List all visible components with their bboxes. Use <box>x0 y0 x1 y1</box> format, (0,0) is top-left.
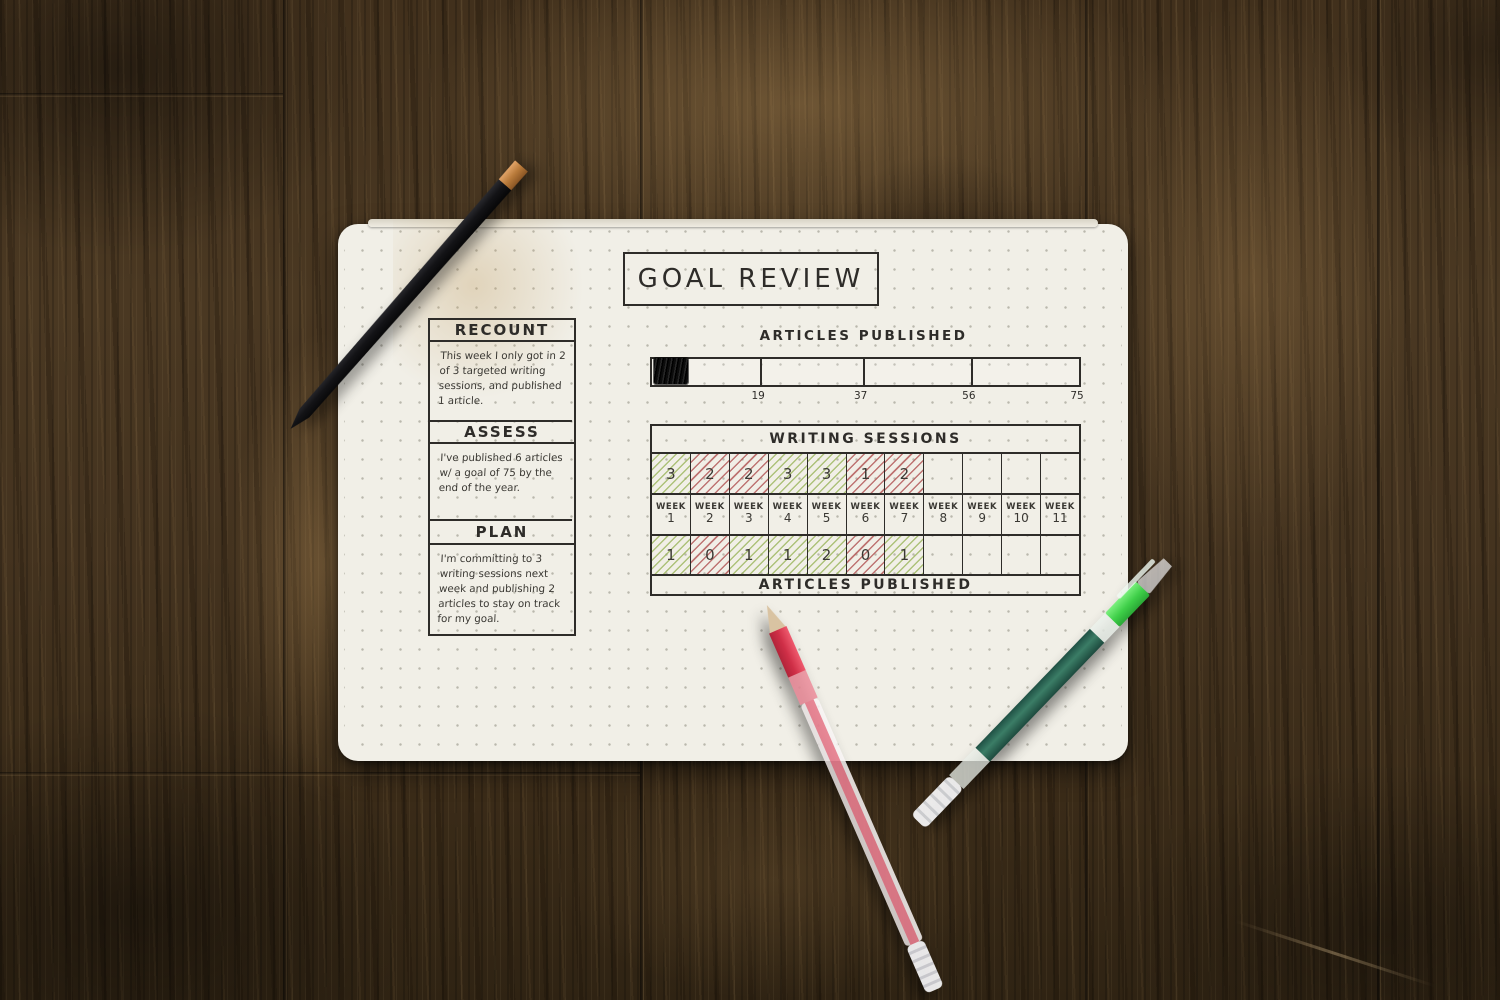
article-cell: 1 <box>729 536 769 574</box>
progress-tick-line <box>970 359 973 385</box>
week-cell: WEEK 5 <box>808 495 847 534</box>
session-cell: 2 <box>690 454 730 493</box>
article-cell: 0 <box>690 536 730 574</box>
week-cell: WEEK 7 <box>885 495 925 534</box>
article-cell <box>1002 536 1042 574</box>
week-cell: WEEK 9 <box>963 495 1003 534</box>
plan-note: I'm committing to 3 writing sessions nex… <box>437 553 561 626</box>
weekly-tracker-table: WRITING SESSIONS 3 2 2 3 3 1 2 WEEK 1 WEE… <box>650 424 1081 596</box>
session-cell <box>963 454 1003 493</box>
session-cell: 3 <box>652 454 691 493</box>
tracker-header: WRITING SESSIONS <box>652 426 1079 454</box>
page-title: GOAL REVIEW <box>637 264 865 294</box>
progress-tick-line <box>760 359 763 385</box>
week-cell: WEEK 6 <box>847 495 886 534</box>
progress-tick-label: 37 <box>853 390 868 402</box>
week-cell: WEEK 11 <box>1045 501 1075 526</box>
session-cell: 2 <box>885 454 925 493</box>
tracker-footer: ARTICLES PUBLISHED <box>758 577 973 593</box>
review-column: RECOUNT This week I only got in 2 of 3 t… <box>427 318 577 636</box>
sessions-row: 3 2 2 3 3 1 2 <box>652 454 1079 495</box>
article-cell <box>1041 536 1079 574</box>
article-cell: 1 <box>652 536 691 574</box>
article-cell: 0 <box>846 536 886 574</box>
plank-seam <box>283 0 287 1000</box>
session-cell: 3 <box>807 454 847 493</box>
progress-tick-line <box>862 359 865 385</box>
week-cell: WEEK 10 <box>1002 495 1042 534</box>
article-cell <box>963 536 1003 574</box>
notebook-page: GOAL REVIEW RECOUNT This week I only got… <box>338 219 1128 761</box>
week-cell: WEEK 8 <box>924 495 964 534</box>
plan-heading: PLAN <box>430 521 574 546</box>
progress-tick-label: 56 <box>962 390 976 402</box>
recount-note: This week I only got in 2 of 3 targeted … <box>427 341 577 422</box>
progress-title: ARTICLES PUBLISHED <box>759 328 968 344</box>
progress-tick-label: 75 <box>1070 390 1084 402</box>
week-cell: WEEK 4 <box>769 495 808 534</box>
progress-bar <box>650 357 1081 387</box>
week-cell: WEEK 1 <box>652 495 691 534</box>
page-stack-edge <box>368 219 1098 227</box>
week-cell: WEEK 3 <box>730 495 769 534</box>
assess-note: I've published 6 articles w/ a goal of 7… <box>427 443 577 522</box>
recount-heading: RECOUNT <box>430 320 574 342</box>
session-cell: 1 <box>846 454 886 493</box>
articles-row: 1 0 1 1 2 0 1 <box>652 536 1079 576</box>
plank-seam <box>1377 0 1381 1000</box>
article-cell <box>924 536 964 574</box>
paper-stain <box>393 219 593 409</box>
session-cell <box>1041 454 1079 493</box>
week-cell: WEEK 2 <box>691 495 730 534</box>
article-cell: 1 <box>885 536 925 574</box>
article-cell: 1 <box>768 536 808 574</box>
session-cell: 3 <box>768 454 808 493</box>
assess-heading: ASSESS <box>430 421 574 444</box>
progress-tick-label: 19 <box>751 390 765 402</box>
week-label-row: WEEK 1 WEEK 2 WEEK 3 WEEK 4 WEEK 5 WEEK 6 WEEK… <box>652 495 1079 536</box>
title-box: GOAL REVIEW <box>623 252 879 306</box>
session-cell <box>924 454 964 493</box>
session-cell: 2 <box>729 454 769 493</box>
plank-seam <box>0 93 283 97</box>
session-cell <box>1002 454 1042 493</box>
plank-seam <box>0 772 640 776</box>
progress-fill <box>654 358 689 384</box>
article-cell: 2 <box>807 536 847 574</box>
